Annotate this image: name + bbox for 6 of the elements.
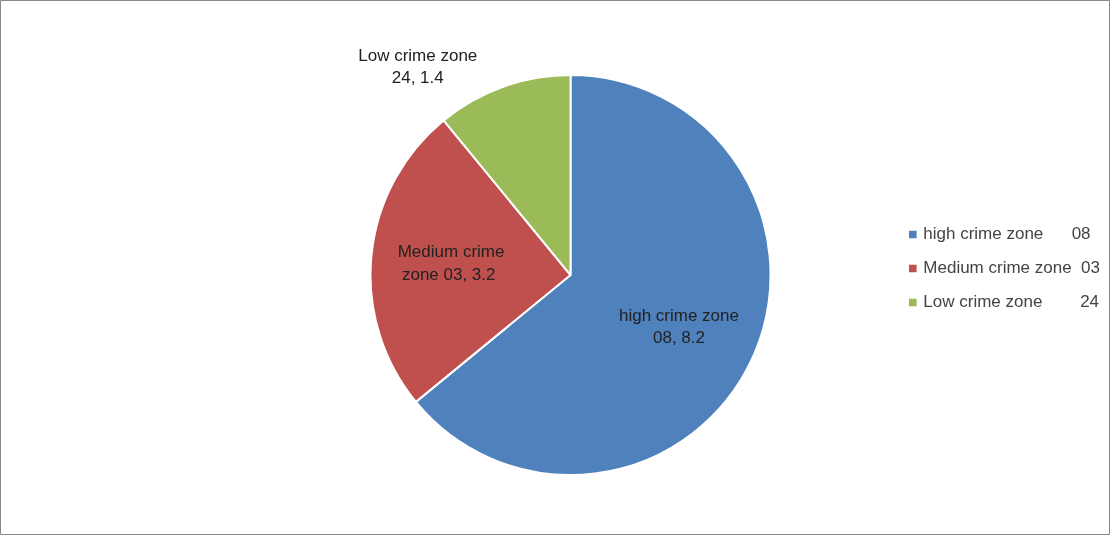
legend-label: high crime zone 08 (923, 223, 1091, 244)
legend-label: Medium crime zone 03 (923, 257, 1100, 278)
data-label: Medium crime zone 03, 3.2 (397, 242, 505, 285)
data-label: Low crime zone 24, 1.4 (358, 45, 478, 88)
legend-label: Low crime zone 24 (923, 291, 1100, 312)
data-label: high crime zone 08, 8.2 (618, 305, 739, 348)
